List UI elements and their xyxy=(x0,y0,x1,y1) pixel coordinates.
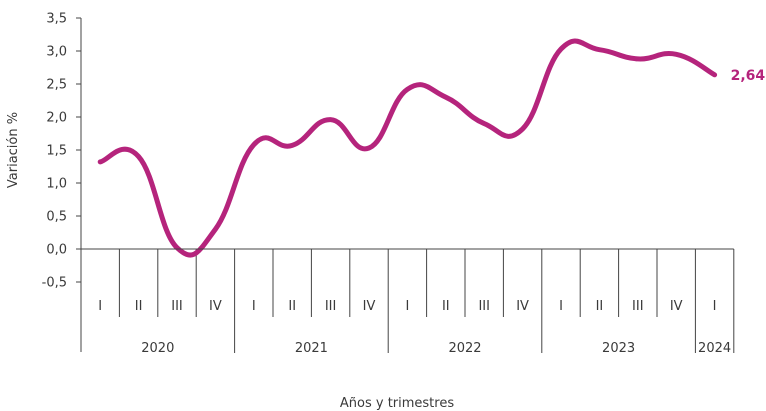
quarter-label: III xyxy=(171,299,183,314)
y-tick-label: 0,5 xyxy=(46,210,67,225)
year-label: 2021 xyxy=(295,341,328,356)
year-label: 2023 xyxy=(602,341,635,356)
quarter-label: III xyxy=(325,299,337,314)
quarter-label: I xyxy=(559,299,563,314)
quarter-label: I xyxy=(98,299,102,314)
y-tick-label: -0,5 xyxy=(42,276,67,291)
y-axis-ticks: 3,5 3,0 2,5 2,0 1,5 1,0 0,5 0,0 -0,5 xyxy=(42,12,81,291)
y-tick-label: 0,0 xyxy=(46,243,67,258)
quarter-label: III xyxy=(478,299,490,314)
quarter-label: IV xyxy=(670,299,683,314)
y-tick-label: 3,5 xyxy=(46,12,67,27)
y-tick-label: 1,5 xyxy=(46,144,67,159)
quarter-label: I xyxy=(405,299,409,314)
quarter-label: II xyxy=(596,299,604,314)
quarter-label: II xyxy=(442,299,450,314)
year-label: 2024 xyxy=(698,341,731,356)
series-line xyxy=(97,38,718,258)
y-tick-label: 2,0 xyxy=(46,111,67,126)
x-axis-title: Años y trimestres xyxy=(340,396,454,411)
y-tick-label: 1,0 xyxy=(46,177,67,192)
y-tick-label: 2,5 xyxy=(46,78,67,93)
y-axis-title: Variación % xyxy=(6,112,21,188)
last-value-label: 2,64 xyxy=(731,68,766,84)
quarter-label: IV xyxy=(209,299,222,314)
quarter-label: IV xyxy=(516,299,529,314)
year-label: 2022 xyxy=(448,341,481,356)
quarter-label: III xyxy=(632,299,644,314)
year-label: 2020 xyxy=(141,341,174,356)
y-tick-label: 3,0 xyxy=(46,45,67,60)
quarter-label: I xyxy=(252,299,256,314)
quarter-label: I xyxy=(713,299,717,314)
quarter-label: II xyxy=(288,299,296,314)
quarter-label: IV xyxy=(363,299,376,314)
quarter-label: II xyxy=(135,299,143,314)
